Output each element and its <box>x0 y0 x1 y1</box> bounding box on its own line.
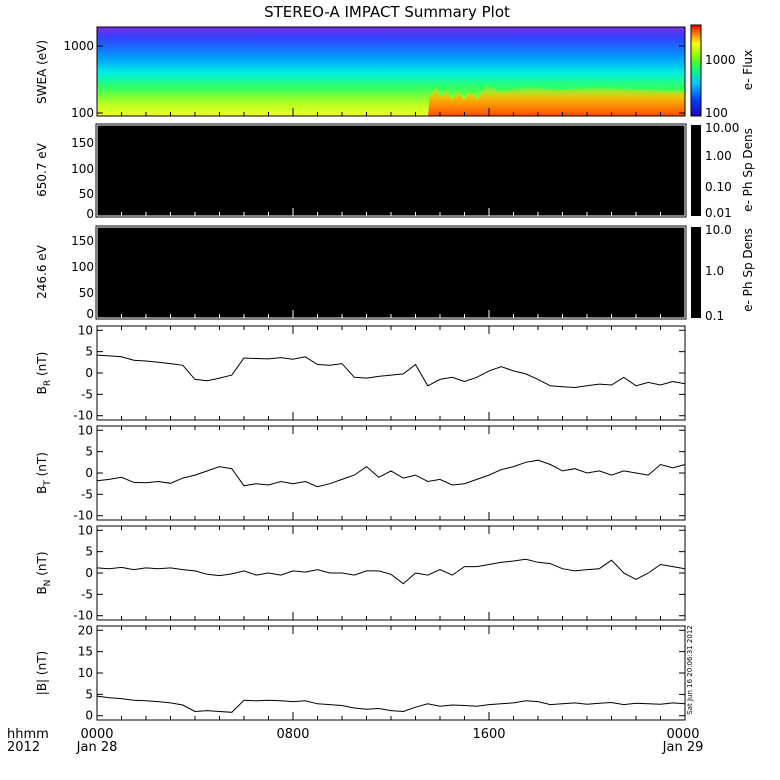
time-axis-labels: hhmm 2012 0000 Jan 28 0800 1600 0000 Jan… <box>7 727 703 755</box>
b-panel-frame <box>96 525 686 621</box>
spectrogram-ytick: 1000 <box>63 39 94 53</box>
x-tick-label: 0000 <box>666 727 699 742</box>
pitch-1-ytick: 0 <box>86 207 94 221</box>
pitch-1-cbtick: 10.00 <box>705 121 739 135</box>
x-prefix-bottom: 2012 <box>7 740 40 755</box>
b-panel-frame <box>96 325 686 421</box>
y-tick-label: -5 <box>81 487 93 501</box>
spectrogram-ytick: 100 <box>71 106 94 120</box>
y-tick-label: 10 <box>78 323 93 337</box>
flux-colorbar <box>690 24 702 117</box>
pitch-1-ytick: 100 <box>71 162 94 176</box>
pitch-panel-1-ylabel: 650.7 eV <box>35 142 49 197</box>
pitch-panel-2-ylabel: 246.6 eV <box>35 244 49 299</box>
spectrogram-ylabel: SWEA (eV) <box>35 40 49 104</box>
b-panel-ylabel: |B| (nT) <box>35 651 49 695</box>
pitch-2-cbtick: 10.0 <box>705 223 732 237</box>
generation-stamp: Sat Jun 16 20:06:31 2012 <box>686 625 694 714</box>
b-panel-ylabel: BR (nT) <box>35 352 53 395</box>
pitch-1-cbtick: 0.10 <box>705 180 732 194</box>
y-tick-label: 5 <box>85 345 93 359</box>
y-tick-label: 5 <box>85 687 93 701</box>
pitch-1-ytick: 50 <box>79 187 94 201</box>
b-series-line <box>96 354 686 389</box>
y-tick-label: 5 <box>85 445 93 459</box>
x-tick-sublabel: Jan 29 <box>662 740 704 755</box>
y-tick-label: 0 <box>85 466 93 480</box>
y-tick-label: 0 <box>85 566 93 580</box>
b-panel-3: 10 5 0 -5 -10 BN (nT) <box>35 523 686 623</box>
pitch-1-cblabel: e- Ph Sp Dens <box>741 128 755 212</box>
y-tick-label: 15 <box>78 645 93 659</box>
pitch-panel-2: 246.6 eV 150 100 50 0 10.0 1.0 0.1 e- Ph… <box>35 223 755 323</box>
y-tick-label: 5 <box>85 545 93 559</box>
y-tick-label: -5 <box>81 387 93 401</box>
spectrogram-panel: SWEA (eV) 1000 100 1000 100 e- Flux <box>35 24 755 120</box>
pitch-2-colorbar <box>691 227 701 318</box>
flux-colorbar-label: e- Flux <box>741 50 755 90</box>
b-panel-1: 10 5 0 -5 -10 BR (nT) <box>35 323 686 423</box>
pitch-panel-1: 650.7 eV 150 100 50 0 10.00 1.00 0.10 0.… <box>35 121 755 221</box>
pitch-1-cbtick: 1.00 <box>705 149 732 163</box>
y-tick-label: 10 <box>78 666 93 680</box>
y-tick-label: 10 <box>78 523 93 537</box>
y-tick-label: 10 <box>78 423 93 437</box>
x-tick-label: 0800 <box>276 727 309 742</box>
b-panel-2: 10 5 0 -5 -10 BT (nT) <box>35 423 686 523</box>
y-tick-label: 0 <box>85 709 93 723</box>
pitch-2-ytick: 150 <box>71 234 94 248</box>
x-tick-label: 0000 <box>80 727 113 742</box>
pitch-2-cbtick: 1.0 <box>705 264 724 278</box>
pitch-2-cblabel: e- Ph Sp Dens <box>741 228 755 312</box>
b-series-line <box>96 558 686 585</box>
x-tick-label: 1600 <box>472 727 505 742</box>
pitch-2-cbtick: 0.1 <box>705 309 724 323</box>
pitch-2-ytick: 100 <box>71 260 94 274</box>
x-prefix-top: hhmm <box>7 727 49 742</box>
spectrogram-hot-region <box>428 84 685 116</box>
y-tick-label: -5 <box>81 587 93 601</box>
y-tick-label: -10 <box>73 609 93 623</box>
b-panel-frame <box>96 425 686 521</box>
y-tick-label: 20 <box>78 623 93 637</box>
flux-colorbar-tick: 1000 <box>705 53 736 67</box>
y-tick-label: 0 <box>85 366 93 380</box>
pitch-2-ytick: 50 <box>79 286 94 300</box>
b-panel-4: 20 15 10 5 0 |B| (nT) <box>35 623 686 723</box>
pitch-1-cbtick: 0.01 <box>705 206 732 220</box>
y-tick-label: -10 <box>73 509 93 523</box>
pitch-1-colorbar <box>691 125 701 216</box>
y-tick-label: -10 <box>73 409 93 423</box>
b-panel-ylabel: BT (nT) <box>35 452 53 494</box>
pitch-1-ytick: 150 <box>71 136 94 150</box>
spectrogram-ticks <box>97 45 685 114</box>
b-series-line <box>96 459 686 488</box>
chart-title: STEREO-A IMPACT Summary Plot <box>264 3 510 21</box>
flux-colorbar-tick: 100 <box>705 106 728 120</box>
b-panel-ylabel: BN (nT) <box>35 551 53 594</box>
pitch-2-ytick: 0 <box>86 307 94 321</box>
x-tick-sublabel: Jan 28 <box>76 740 118 755</box>
b-series-line <box>96 695 686 713</box>
